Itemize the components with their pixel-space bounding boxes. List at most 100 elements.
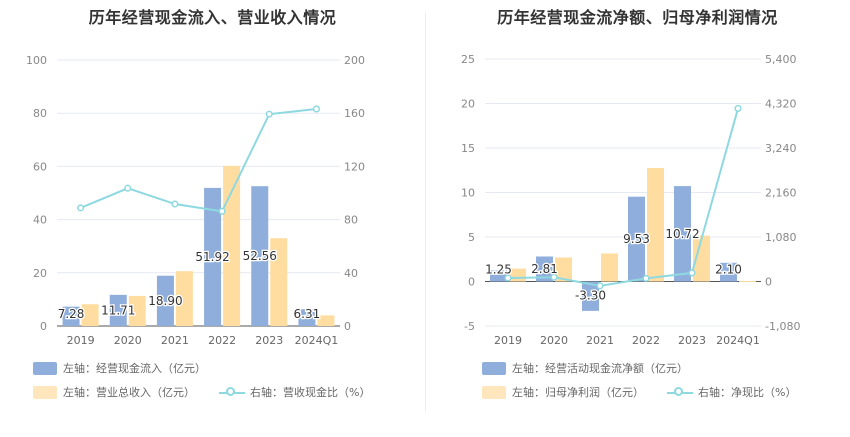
right-tick-label: 5,400 bbox=[765, 53, 797, 66]
bar bbox=[674, 186, 691, 282]
line-point bbox=[504, 274, 512, 282]
bar bbox=[739, 281, 756, 283]
bar bbox=[223, 165, 241, 326]
chart-title: 历年经营现金流净额、归母净利润情况 bbox=[497, 8, 778, 27]
bar bbox=[204, 187, 222, 326]
left-tick-label: -5 bbox=[464, 320, 475, 333]
bar bbox=[81, 304, 99, 326]
line-point bbox=[312, 105, 320, 113]
category-label: 2020 bbox=[540, 334, 568, 347]
category-label: 2020 bbox=[114, 334, 142, 347]
left-tick-label: 0 bbox=[40, 320, 47, 333]
data-label: 52.56 bbox=[243, 249, 277, 263]
right-tick-label: 3,240 bbox=[765, 142, 797, 155]
line-point bbox=[550, 273, 558, 281]
line-point bbox=[688, 269, 696, 277]
legend-item[interactable]: 右轴：营收现金比（%） bbox=[219, 384, 370, 400]
right-tick-label: 80 bbox=[344, 214, 358, 227]
data-label: 2.10 bbox=[715, 263, 742, 277]
bar bbox=[693, 235, 710, 282]
legend-label: 左轴：经营现金流入（亿元） bbox=[63, 362, 206, 375]
legend-swatch bbox=[482, 361, 506, 375]
right-tick-label: 0 bbox=[765, 276, 772, 289]
category-label: 2019 bbox=[494, 334, 522, 347]
bar bbox=[317, 315, 335, 326]
right-tick-label: 200 bbox=[344, 54, 365, 67]
line-series bbox=[507, 108, 739, 287]
line-point bbox=[265, 110, 273, 118]
bar bbox=[582, 281, 599, 311]
left-tick-label: 60 bbox=[33, 160, 47, 173]
bar bbox=[175, 271, 193, 326]
line-point bbox=[596, 282, 604, 290]
bar bbox=[628, 196, 645, 282]
bar bbox=[298, 309, 316, 326]
category-label: 2021 bbox=[586, 334, 614, 347]
bar bbox=[720, 262, 737, 282]
bar bbox=[62, 306, 80, 326]
data-label: 2.81 bbox=[531, 262, 558, 276]
data-label: 18.90 bbox=[148, 294, 182, 308]
legend-line-swatch bbox=[219, 386, 245, 399]
right-tick-label: 40 bbox=[344, 267, 358, 280]
chart-left-svg: 0 20 40 60 80 100 0 40 80 120 160 200 7.28 11.71 18.90… bbox=[26, 54, 365, 347]
line-point bbox=[734, 104, 742, 112]
legend-label: 左轴：经营活动现金流净额（亿元） bbox=[512, 362, 688, 375]
line-point bbox=[218, 207, 226, 215]
panel-divider bbox=[425, 12, 426, 412]
left-tick-label: 100 bbox=[26, 54, 47, 67]
left-tick-label: 25 bbox=[461, 53, 475, 66]
line-point bbox=[124, 184, 132, 192]
right-tick-label: 1,080 bbox=[765, 231, 797, 244]
legend-swatch bbox=[482, 385, 506, 399]
legend-item[interactable]: 左轴：经营活动现金流净额（亿元） bbox=[482, 360, 688, 376]
category-label: 2022 bbox=[632, 334, 660, 347]
bar bbox=[156, 275, 174, 326]
bar bbox=[270, 238, 288, 326]
legend-label: 右轴：净现比（%） bbox=[698, 386, 797, 399]
category-label: 2023 bbox=[255, 334, 283, 347]
chart-right-svg: -5 0 5 10 15 20 25 -1,080 0 1,080 2,160 3,240 4,320 5… bbox=[461, 53, 800, 347]
line-point bbox=[642, 274, 650, 282]
data-label: 11.71 bbox=[101, 303, 135, 317]
legend-swatch bbox=[33, 361, 57, 375]
left-tick-label: 20 bbox=[461, 98, 475, 111]
legend-label: 左轴：营业总收入（亿元） bbox=[63, 386, 195, 399]
category-label: 2022 bbox=[208, 334, 236, 347]
legend-item[interactable]: 左轴：营业总收入（亿元） bbox=[33, 384, 195, 400]
chart-title: 历年经营现金流入、营业收入情况 bbox=[88, 8, 337, 27]
right-tick-label: 2,160 bbox=[765, 187, 797, 200]
left-tick-label: 15 bbox=[461, 142, 475, 155]
chart-panel-left: 历年经营现金流入、营业收入情况 0 20 40 60 80 100 0 40 80 120 160 2… bbox=[26, 8, 370, 400]
legend-item[interactable]: 右轴：净现比（%） bbox=[667, 384, 796, 400]
left-tick-label: 80 bbox=[33, 107, 47, 120]
line-series bbox=[80, 107, 317, 213]
line-point bbox=[171, 200, 179, 208]
left-tick-label: 20 bbox=[33, 267, 47, 280]
left-tick-label: 5 bbox=[468, 231, 475, 244]
left-tick-label: 10 bbox=[461, 187, 475, 200]
right-tick-label: -1,080 bbox=[765, 320, 800, 333]
legend-item[interactable]: 左轴：经营现金流入（亿元） bbox=[33, 360, 206, 376]
right-tick-label: 120 bbox=[344, 160, 365, 173]
category-label: 2021 bbox=[161, 334, 189, 347]
right-tick-label: 160 bbox=[344, 107, 365, 120]
bar bbox=[647, 168, 664, 282]
line-point bbox=[77, 204, 85, 212]
data-label: -3.30 bbox=[575, 289, 606, 303]
category-label: 2024Q1 bbox=[716, 334, 760, 347]
left-tick-label: 40 bbox=[33, 214, 47, 227]
data-label: 10.72 bbox=[665, 227, 699, 241]
data-label: 9.53 bbox=[623, 232, 650, 246]
legend-line-swatch bbox=[667, 386, 693, 399]
legend-swatch bbox=[33, 385, 57, 399]
right-tick-label: 0 bbox=[344, 320, 351, 333]
legend-item[interactable]: 左轴：归母净利润（亿元） bbox=[482, 384, 644, 400]
data-label: 6.31 bbox=[294, 307, 321, 321]
bar bbox=[536, 256, 553, 282]
left-tick-label: 0 bbox=[468, 276, 475, 289]
bar bbox=[109, 294, 127, 326]
bar bbox=[251, 186, 269, 326]
bar bbox=[128, 295, 146, 326]
data-label: 51.92 bbox=[195, 250, 229, 264]
